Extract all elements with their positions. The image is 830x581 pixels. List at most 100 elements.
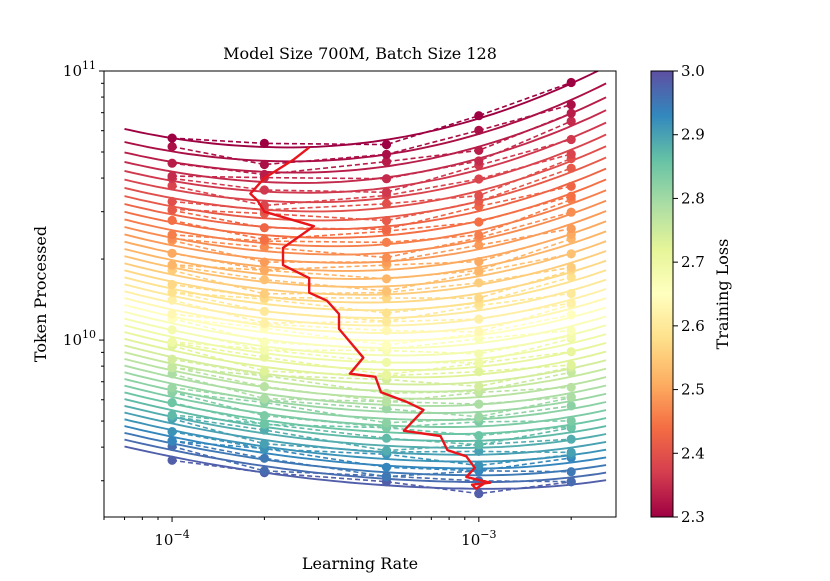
measured-point xyxy=(167,410,177,420)
measured-point xyxy=(474,440,484,450)
measured-point xyxy=(167,230,177,240)
measured-point xyxy=(474,111,484,121)
measured-point xyxy=(259,419,269,429)
measured-point xyxy=(167,181,177,191)
fit-curve xyxy=(124,278,607,319)
measured-point xyxy=(167,383,177,393)
fit-curve xyxy=(124,404,607,449)
measured-point xyxy=(259,159,269,170)
fit-curve xyxy=(124,288,607,327)
plot-frame xyxy=(103,70,617,518)
measured-point xyxy=(381,370,392,380)
measured-point xyxy=(474,314,484,324)
measured-point xyxy=(474,446,484,456)
colorbar-tick-label: 2.3 xyxy=(681,508,705,526)
measured-point xyxy=(259,318,269,328)
measured-curve xyxy=(171,459,572,495)
measured-point xyxy=(474,431,484,441)
measured-point xyxy=(259,366,269,376)
fit-curve xyxy=(124,398,607,442)
measured-point xyxy=(381,174,392,184)
measured-point xyxy=(566,262,576,272)
measured-point xyxy=(167,398,177,408)
measured-point xyxy=(474,217,484,227)
colorbar-tick-label: 2.4 xyxy=(681,444,705,462)
fit-curve xyxy=(124,145,607,213)
measured-point xyxy=(381,157,392,167)
y-axis-label: Token Processed xyxy=(31,226,50,362)
measured-curve xyxy=(172,337,572,364)
measured-point xyxy=(474,240,484,250)
fit-curve xyxy=(124,303,607,342)
colorbar-tick-label: 2.9 xyxy=(681,126,705,144)
colorbar-ticks: 2.3 2.4 2.5 2.6 2.7 2.8 2.9 3.0 xyxy=(673,62,705,526)
measured-point xyxy=(259,306,269,316)
fit-curve xyxy=(124,199,607,256)
measured-point xyxy=(259,466,269,476)
colorbar-label: Training Loss xyxy=(713,239,732,350)
colorbar xyxy=(650,70,674,518)
measured-point xyxy=(566,382,576,392)
colorbar-tick-label: 2.7 xyxy=(681,253,705,271)
measured-point xyxy=(259,289,269,299)
fit-curve xyxy=(124,167,607,231)
measured-point xyxy=(381,433,392,443)
measured-point xyxy=(259,394,269,404)
measured-point xyxy=(474,399,484,409)
colorbar-tick-label: 3.0 xyxy=(681,62,705,80)
chart-title: Model Size 700M, Batch Size 128 xyxy=(223,44,497,63)
colorbar-tick-label: 2.5 xyxy=(681,381,705,399)
measured-point xyxy=(259,352,269,362)
measured-point xyxy=(566,347,576,357)
measured-point xyxy=(381,308,392,318)
measured-point xyxy=(474,358,484,368)
measured-curve xyxy=(171,269,572,299)
measured-point xyxy=(167,260,177,270)
measured-point xyxy=(381,326,392,336)
fit-curve xyxy=(124,96,607,174)
fit-curve xyxy=(124,297,607,335)
measured-point xyxy=(381,224,392,234)
measured-point xyxy=(381,187,392,197)
fit-curve xyxy=(124,240,607,288)
measured-curve xyxy=(172,276,572,314)
fit-curve xyxy=(124,133,607,204)
optimal-lr-path xyxy=(249,146,492,490)
measured-point xyxy=(381,462,392,472)
measured-point xyxy=(167,287,177,297)
measured-point xyxy=(566,467,576,477)
measured-point xyxy=(474,174,484,184)
measured-curve xyxy=(171,233,572,271)
measured-point xyxy=(381,199,392,209)
measured-point xyxy=(566,249,576,259)
measured-point xyxy=(566,401,576,411)
measured-point xyxy=(474,145,484,155)
fit-curve xyxy=(124,324,607,364)
measured-point xyxy=(167,215,177,225)
measured-point xyxy=(259,382,269,392)
measured-point xyxy=(474,125,484,135)
fit-curve xyxy=(124,250,607,296)
measured-point xyxy=(259,235,269,245)
measured-point xyxy=(474,349,484,359)
measured-point xyxy=(566,310,576,320)
x-axis-label: Learning Rate xyxy=(302,554,418,573)
measured-point xyxy=(259,439,269,449)
measured-point xyxy=(259,337,269,347)
measured-point xyxy=(259,138,269,148)
measured-point xyxy=(381,446,392,456)
measured-point xyxy=(381,357,392,367)
fit-curve xyxy=(124,438,607,484)
measured-point xyxy=(167,427,177,437)
measured-point xyxy=(566,207,576,217)
measured-point xyxy=(381,340,392,350)
fit-curve xyxy=(124,357,607,400)
measured-point xyxy=(167,309,177,319)
measured-curve xyxy=(171,358,572,388)
measured-point xyxy=(566,181,576,191)
measured-curve xyxy=(172,238,572,280)
measured-point xyxy=(474,278,484,288)
fit-curve xyxy=(124,378,607,421)
measured-curve xyxy=(172,112,572,176)
